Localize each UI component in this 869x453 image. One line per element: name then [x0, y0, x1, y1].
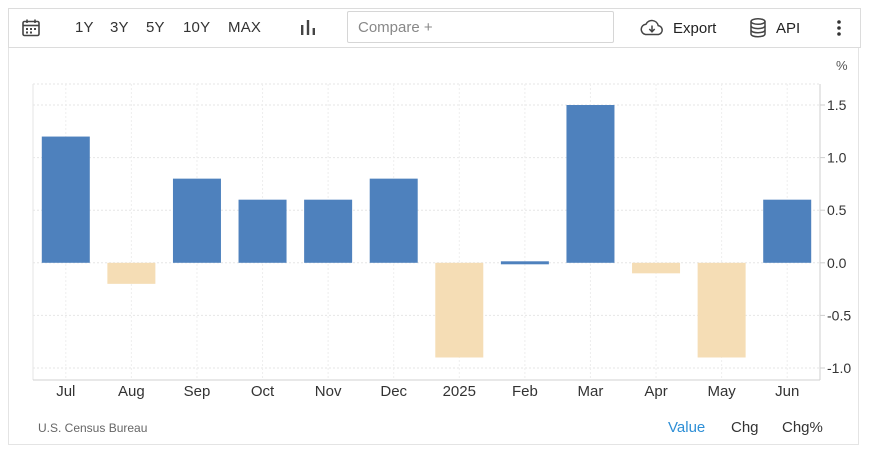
- bar: [238, 199, 287, 263]
- x-tick-label: Oct: [251, 383, 275, 400]
- bar: [697, 262, 746, 358]
- bar: [500, 261, 549, 265]
- y-axis-unit-label: %: [836, 58, 848, 73]
- bar: [632, 262, 681, 274]
- more-options-icon[interactable]: [835, 9, 843, 47]
- value-mode-button[interactable]: Value: [668, 419, 706, 436]
- x-tick-label: Jun: [775, 383, 799, 400]
- bar: [304, 199, 353, 263]
- cloud-download-icon: [639, 18, 665, 38]
- compare-input[interactable]: [347, 11, 614, 43]
- x-tick-label: Dec: [380, 383, 407, 400]
- x-tick-label: Sep: [184, 383, 211, 400]
- y-tick-label: 0.5: [827, 202, 847, 218]
- y-tick-label: 1.0: [827, 150, 847, 166]
- database-icon: [748, 17, 768, 39]
- range-1y-button[interactable]: 1Y: [75, 19, 94, 36]
- range-10y-button[interactable]: 10Y: [183, 19, 211, 36]
- calendar-icon[interactable]: [21, 9, 41, 47]
- bar: [566, 105, 615, 263]
- x-tick-label: Mar: [578, 383, 604, 400]
- bar: [107, 262, 156, 284]
- y-tick-label: 0.0: [827, 255, 847, 271]
- x-tick-label: Apr: [644, 383, 667, 400]
- x-tick-label: Aug: [118, 383, 145, 400]
- x-tick-label: Feb: [512, 383, 538, 400]
- bar: [763, 199, 812, 263]
- bar-chart-type-icon[interactable]: [299, 9, 317, 47]
- y-tick-label: -0.5: [827, 307, 851, 323]
- x-tick-label: Jul: [56, 383, 75, 400]
- x-tick-label: 2025: [443, 383, 476, 400]
- x-tick-label: Nov: [315, 383, 342, 400]
- bar: [369, 178, 418, 263]
- export-button[interactable]: Export: [639, 9, 716, 47]
- bar: [435, 262, 484, 358]
- range-3y-button[interactable]: 3Y: [110, 19, 129, 36]
- export-label: Export: [673, 19, 717, 37]
- y-tick-label: 1.5: [827, 97, 847, 113]
- api-label: API: [776, 19, 801, 37]
- bar: [41, 136, 90, 263]
- x-tick-label: May: [707, 383, 736, 400]
- chart-frame: [8, 8, 859, 445]
- chg-mode-button[interactable]: Chg: [731, 419, 759, 436]
- y-tick-label: -1.0: [827, 360, 851, 376]
- api-button[interactable]: API: [748, 9, 800, 47]
- chart-toolbar: 1Y 3Y 5Y 10Y MAX Export: [8, 8, 861, 48]
- range-max-button[interactable]: MAX: [228, 19, 262, 36]
- bar: [172, 178, 221, 263]
- source-label: U.S. Census Bureau: [38, 421, 148, 435]
- range-5y-button[interactable]: 5Y: [146, 19, 165, 36]
- chg-pct-mode-button[interactable]: Chg%: [782, 419, 823, 436]
